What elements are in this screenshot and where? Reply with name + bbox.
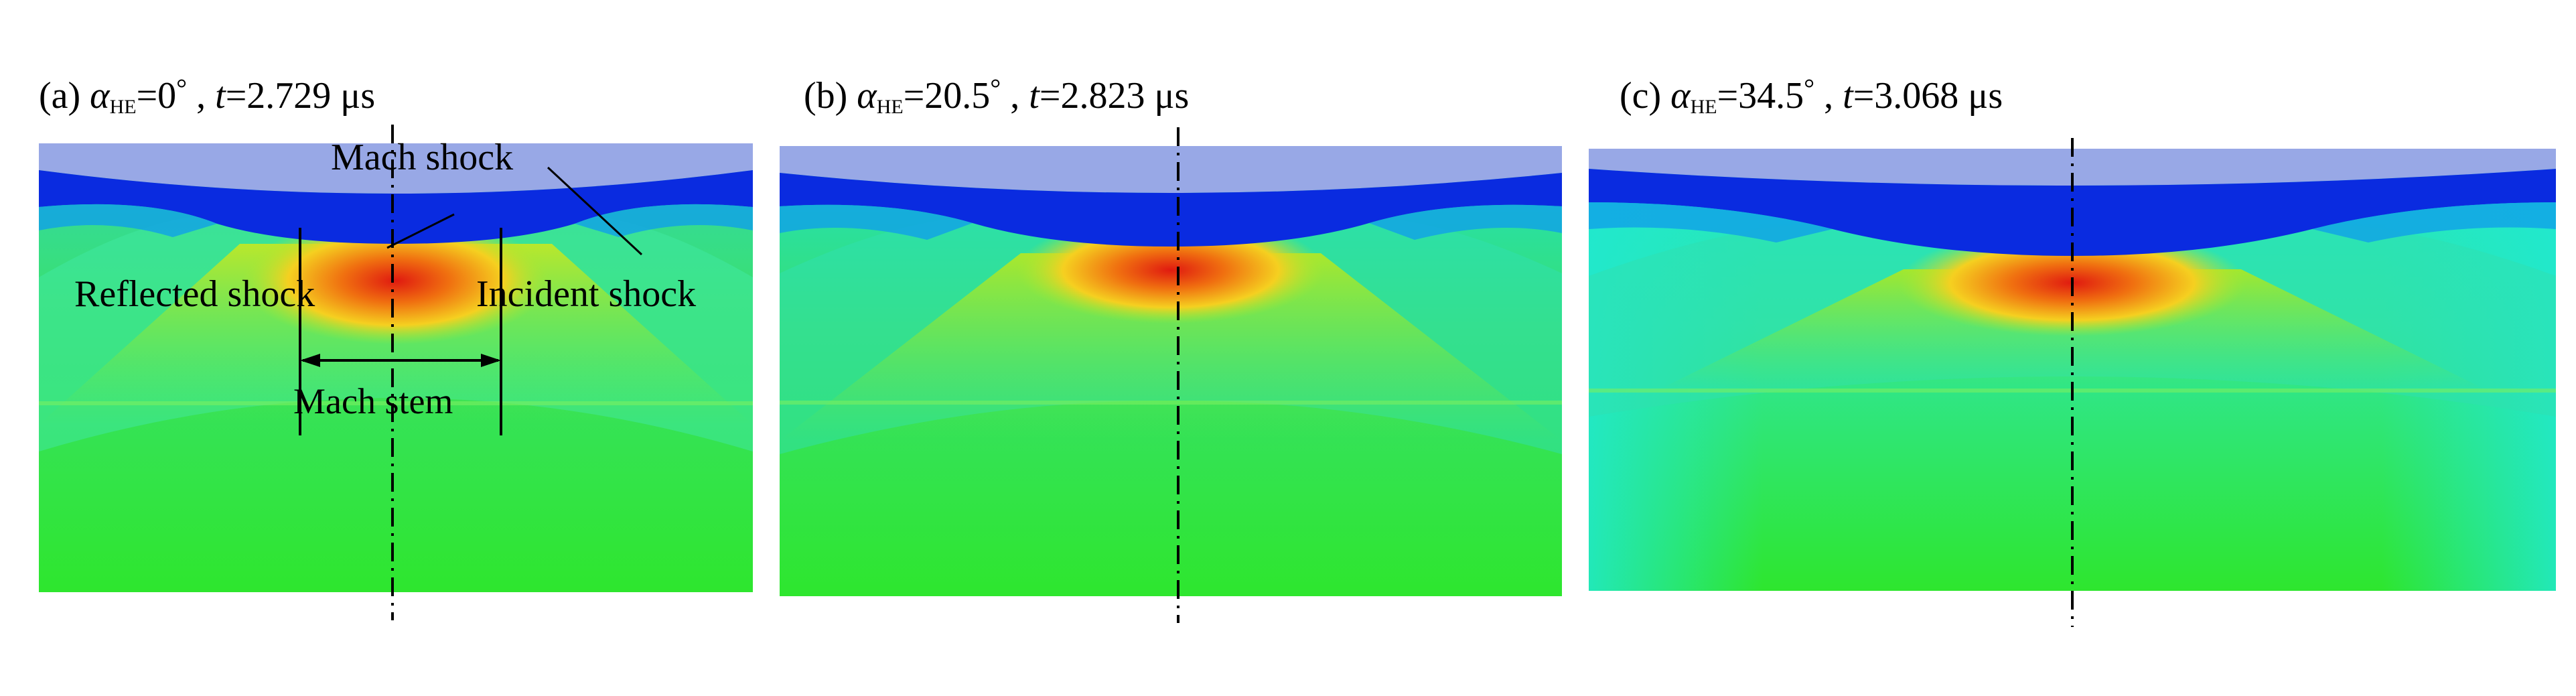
alpha-symbol: α xyxy=(90,75,110,117)
panel-a-title: (a) αHE=0° , t=2.729 μs xyxy=(39,75,375,117)
centerline-b xyxy=(1177,127,1179,623)
alpha-subscript: HE xyxy=(1690,96,1717,118)
panel-c: (c) αHE=34.5° , t=3.068 μs xyxy=(1589,0,2571,696)
mach-stem-marker xyxy=(299,228,502,435)
leader-lines-a xyxy=(386,166,643,256)
centerline-a xyxy=(391,125,394,620)
separator: , xyxy=(187,75,216,117)
time-symbol: t xyxy=(1843,75,1853,117)
centerline-c xyxy=(2071,138,2074,627)
time-symbol: t xyxy=(215,75,226,117)
degree-symbol: ° xyxy=(176,73,188,103)
panel-c-label: (c) xyxy=(1620,75,1671,117)
degree-symbol: ° xyxy=(990,73,1001,103)
panel-b-title: (b) αHE=20.5° , t=2.823 μs xyxy=(804,75,1189,117)
pressure-field-b xyxy=(780,146,1562,596)
incident-shock-label: Incident shock xyxy=(476,273,697,315)
alpha-value: =34.5 xyxy=(1717,75,1804,117)
time-value: =2.823 μs xyxy=(1039,75,1190,117)
degree-symbol: ° xyxy=(1804,73,1815,103)
panel-b-label: (b) xyxy=(804,75,857,117)
separator: , xyxy=(1814,75,1843,117)
panel-c-title: (c) αHE=34.5° , t=3.068 μs xyxy=(1620,75,2003,117)
alpha-subscript: HE xyxy=(109,96,137,118)
mach-shock-label: Mach shock xyxy=(331,137,514,178)
alpha-subscript: HE xyxy=(876,96,904,118)
time-symbol: t xyxy=(1029,75,1040,117)
pressure-field-a xyxy=(39,143,753,592)
separator: , xyxy=(1001,75,1029,117)
panel-a: (a) αHE=0° , t=2.729 μs xyxy=(39,0,756,696)
alpha-value: =0 xyxy=(136,75,177,117)
reflected-shock-label: Reflected shock xyxy=(74,273,315,315)
alpha-symbol: α xyxy=(1670,75,1691,117)
time-value: =3.068 μs xyxy=(1853,75,2003,117)
alpha-symbol: α xyxy=(857,75,877,117)
panel-a-label: (a) xyxy=(39,75,90,117)
time-value: =2.729 μs xyxy=(225,75,376,117)
panel-b: (b) αHE=20.5° , t=2.823 μs xyxy=(780,0,1587,696)
pressure-field-c xyxy=(1589,149,2556,591)
alpha-value: =20.5 xyxy=(903,75,991,117)
mach-stem-label: Mach stem xyxy=(293,381,453,421)
